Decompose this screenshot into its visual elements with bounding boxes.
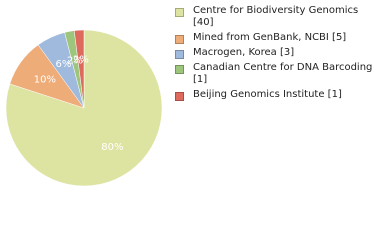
legend: Centre for Biodiversity Genomics [40] Min…	[175, 5, 375, 104]
legend-item: Beijing Genomics Institute [1]	[175, 89, 375, 101]
pie-slice	[73, 29, 85, 109]
legend-label: Beijing Genomics Institute [1]	[193, 89, 342, 100]
slice-label: 10%	[34, 75, 56, 86]
legend-item: Centre for Biodiversity Genomics [40]	[175, 5, 375, 29]
legend-item: Canadian Centre for DNA Barcoding [1]	[175, 62, 375, 86]
legend-item: Mined from GenBank, NCBI [5]	[175, 32, 375, 44]
legend-label: Mined from GenBank, NCBI [5]	[193, 32, 347, 43]
slice-label: 2%	[73, 55, 89, 66]
legend-swatch	[175, 35, 184, 44]
legend-label: Macrogen, Korea [3]	[193, 47, 295, 58]
legend-label: Canadian Centre for DNA Barcoding [1]	[193, 62, 373, 85]
chart: 80% 10% 6%2%2%	[5, 29, 163, 187]
legend-swatch	[175, 50, 184, 59]
legend-swatch	[175, 8, 184, 17]
slice-label: 2%	[67, 55, 83, 66]
slice-label: 80%	[101, 142, 123, 153]
legend-item: Macrogen, Korea [3]	[175, 47, 375, 59]
legend-label: Centre for Biodiversity Genomics [40]	[193, 5, 359, 28]
slice-label: 6%	[55, 59, 71, 70]
legend-swatch	[175, 65, 184, 74]
legend-swatch	[175, 92, 184, 101]
